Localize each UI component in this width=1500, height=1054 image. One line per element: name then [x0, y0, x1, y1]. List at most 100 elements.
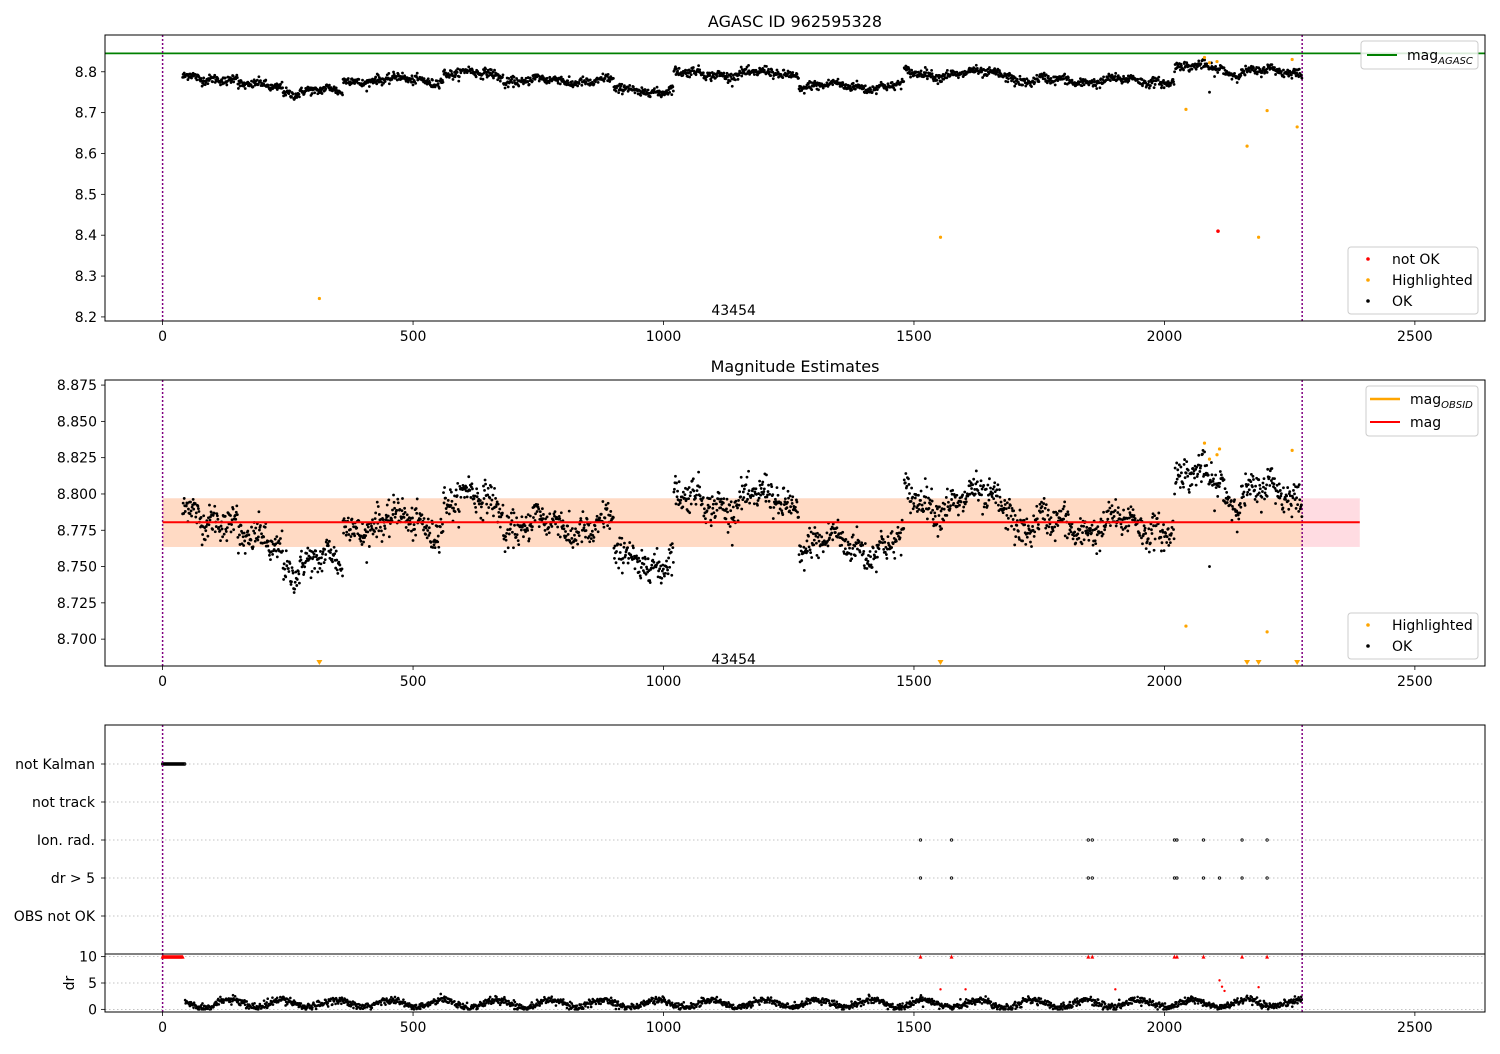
- ok-point: [1050, 516, 1053, 519]
- ok-point: [998, 488, 1001, 491]
- ok-point: [672, 90, 675, 93]
- ok-point: [414, 534, 417, 537]
- ok-point: [992, 497, 995, 500]
- ok-point: [1143, 524, 1146, 527]
- ok-point: [412, 83, 415, 86]
- ok-point: [392, 494, 395, 497]
- ok-point: [712, 511, 715, 514]
- ok-point: [517, 539, 520, 542]
- ok-point: [1089, 527, 1092, 530]
- ok-point: [1243, 70, 1246, 73]
- ok-point: [213, 74, 216, 77]
- ok-point: [757, 499, 760, 502]
- ok-point: [668, 566, 671, 569]
- ok-point: [1169, 541, 1172, 544]
- ok-point: [815, 542, 818, 545]
- ok-point: [374, 511, 377, 514]
- y-tick-label: 8.850: [57, 414, 97, 430]
- flag-point: [1091, 877, 1093, 879]
- highlighted-point: [1245, 145, 1248, 148]
- ok-point: [528, 83, 531, 86]
- ok-point: [368, 545, 371, 548]
- ok-point: [1191, 483, 1194, 486]
- ok-point: [995, 488, 998, 491]
- ok-point: [841, 531, 844, 534]
- ok-point: [621, 572, 624, 575]
- ok-point: [439, 518, 442, 521]
- ok-point: [882, 548, 885, 551]
- ok-point: [243, 540, 246, 543]
- ok-point: [826, 531, 829, 534]
- dr-ok-point: [371, 1006, 374, 1009]
- ok-point: [422, 529, 425, 532]
- ok-point: [1179, 486, 1182, 489]
- ok-point: [924, 71, 927, 74]
- ok-point: [639, 577, 642, 580]
- ok-point: [1236, 81, 1239, 84]
- ok-point: [312, 556, 315, 559]
- ok-point: [1140, 517, 1143, 520]
- ok-point: [192, 498, 195, 501]
- ok-point: [225, 84, 228, 87]
- panel-agasc-frame: [105, 35, 1485, 321]
- ok-point: [692, 490, 695, 493]
- ok-point: [531, 80, 534, 83]
- ok-point: [190, 509, 193, 512]
- ok-point: [638, 571, 641, 574]
- ok-point: [357, 78, 360, 81]
- ok-point: [1064, 534, 1067, 537]
- ok-point: [664, 572, 667, 575]
- ok-point: [869, 550, 872, 553]
- dr-ok-point: [315, 1008, 318, 1011]
- ok-point: [224, 515, 227, 518]
- ok-point: [330, 548, 333, 551]
- ok-point: [484, 483, 487, 486]
- ok-point: [619, 543, 622, 546]
- ok-point: [1053, 525, 1056, 528]
- ok-point: [434, 546, 437, 549]
- ok-point: [647, 89, 650, 92]
- ok-point: [671, 85, 674, 88]
- ok-point: [397, 501, 400, 504]
- ok-point: [1026, 536, 1029, 539]
- ok-point: [620, 83, 623, 86]
- ok-point: [1076, 532, 1079, 535]
- ok-point: [449, 488, 452, 491]
- dr-ok-point: [331, 1003, 334, 1006]
- ok-point: [885, 557, 888, 560]
- ok-point: [585, 529, 588, 532]
- dr-ok-point: [415, 1004, 418, 1007]
- ok-point: [1197, 59, 1200, 62]
- ok-point: [1083, 83, 1086, 86]
- ok-point: [908, 68, 911, 71]
- ok-point: [1254, 498, 1257, 501]
- ok-point: [951, 489, 954, 492]
- highlighted-point: [1266, 109, 1269, 112]
- ok-point: [1033, 531, 1036, 534]
- ok-point: [211, 80, 214, 83]
- ok-point: [746, 498, 749, 501]
- ok-point: [976, 480, 979, 483]
- ok-point: [695, 503, 698, 506]
- ok-point: [1183, 458, 1186, 461]
- flag-point: [1202, 839, 1204, 841]
- ok-point: [491, 499, 494, 502]
- ok-point: [353, 534, 356, 537]
- ok-point: [910, 500, 913, 503]
- ok-point: [194, 516, 197, 519]
- ok-point: [817, 556, 820, 559]
- ok-point: [482, 485, 485, 488]
- ok-point: [298, 582, 301, 585]
- ok-point: [1114, 509, 1117, 512]
- ok-point: [1056, 524, 1059, 527]
- ok-point: [547, 526, 550, 529]
- ok-point: [347, 517, 350, 520]
- ok-point: [325, 539, 328, 542]
- ok-point: [374, 76, 377, 79]
- ok-point: [781, 76, 784, 79]
- ok-point: [328, 84, 331, 87]
- ok-point: [940, 527, 943, 530]
- ok-point: [1037, 528, 1040, 531]
- ok-point: [300, 86, 303, 89]
